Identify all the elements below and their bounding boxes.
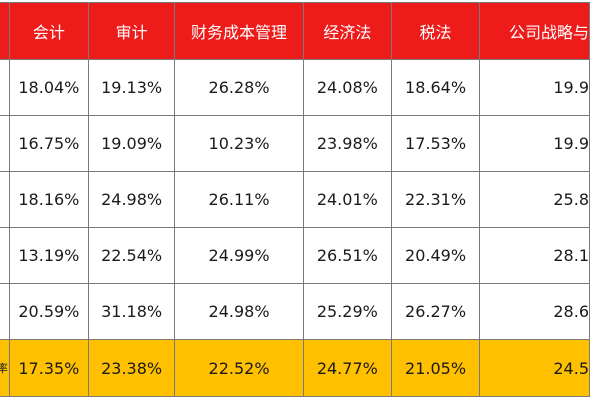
header-cell-corporate-strategy: 公司战略与 bbox=[479, 2, 590, 60]
table-header-row: 会计 审计 财务成本管理 经济法 税法 公司战略与 bbox=[0, 2, 590, 60]
table-cell: 28.1 bbox=[479, 227, 590, 284]
average-cell: 24.77% bbox=[302, 339, 392, 397]
table-row: 18.16% 24.98% 26.11% 24.01% 22.31% 25.8 bbox=[0, 171, 590, 228]
average-row-label: 率 bbox=[0, 339, 10, 397]
average-cell: 17.35% bbox=[8, 339, 89, 397]
table-row: 18.04% 19.13% 26.28% 24.08% 18.64% 19.9 bbox=[0, 59, 590, 116]
table-cell: 19.13% bbox=[87, 59, 176, 116]
table-cell: 24.01% bbox=[302, 171, 392, 228]
table-row: 20.59% 31.18% 24.98% 25.29% 26.27% 28.6 bbox=[0, 283, 590, 340]
header-cell-financial-cost-management: 财务成本管理 bbox=[174, 2, 304, 60]
table-cell: 22.31% bbox=[390, 171, 481, 228]
header-cell-0 bbox=[0, 2, 10, 60]
table-cell: 19.9 bbox=[479, 59, 590, 116]
table-row: 16.75% 19.09% 10.23% 23.98% 17.53% 19.9 bbox=[0, 115, 590, 172]
table-cell: 24.98% bbox=[87, 171, 176, 228]
table-cell: 16.75% bbox=[8, 115, 89, 172]
table-cell: 26.51% bbox=[302, 227, 392, 284]
table-cell: 25.8 bbox=[479, 171, 590, 228]
average-row: 率 17.35% 23.38% 22.52% 24.77% 21.05% 24.… bbox=[0, 339, 590, 397]
table-cell: 25.29% bbox=[302, 283, 392, 340]
pass-rate-table: 会计 审计 财务成本管理 经济法 税法 公司战略与 18.04% 19.13% … bbox=[0, 2, 590, 397]
table-cell: 23.98% bbox=[302, 115, 392, 172]
row-label-cell bbox=[0, 115, 10, 172]
row-label-cell bbox=[0, 227, 10, 284]
table-cell: 17.53% bbox=[390, 115, 481, 172]
table-cell: 18.04% bbox=[8, 59, 89, 116]
average-cell: 22.52% bbox=[174, 339, 304, 397]
header-cell-economic-law: 经济法 bbox=[302, 2, 392, 60]
table-cell: 31.18% bbox=[87, 283, 176, 340]
table-cell: 18.64% bbox=[390, 59, 481, 116]
table-cell: 26.11% bbox=[174, 171, 304, 228]
row-label-cell bbox=[0, 283, 10, 340]
table-cell: 24.08% bbox=[302, 59, 392, 116]
average-cell: 21.05% bbox=[390, 339, 481, 397]
table-cell: 18.16% bbox=[8, 171, 89, 228]
table-cell: 24.99% bbox=[174, 227, 304, 284]
row-label-cell bbox=[0, 59, 10, 116]
table-row: 13.19% 22.54% 24.99% 26.51% 20.49% 28.1 bbox=[0, 227, 590, 284]
table-cell: 28.6 bbox=[479, 283, 590, 340]
table-cell: 26.27% bbox=[390, 283, 481, 340]
table-cell: 20.59% bbox=[8, 283, 89, 340]
header-cell-audit: 审计 bbox=[87, 2, 176, 60]
table-cell: 20.49% bbox=[390, 227, 481, 284]
table-cell: 13.19% bbox=[8, 227, 89, 284]
row-label-cell bbox=[0, 171, 10, 228]
table-cell: 10.23% bbox=[174, 115, 304, 172]
table-cell: 19.09% bbox=[87, 115, 176, 172]
average-cell: 23.38% bbox=[87, 339, 176, 397]
table-cell: 26.28% bbox=[174, 59, 304, 116]
header-cell-tax-law: 税法 bbox=[390, 2, 481, 60]
table-cell: 22.54% bbox=[87, 227, 176, 284]
average-cell: 24.5 bbox=[479, 339, 590, 397]
table-cell: 24.98% bbox=[174, 283, 304, 340]
header-cell-accounting: 会计 bbox=[8, 2, 89, 60]
table-cell: 19.9 bbox=[479, 115, 590, 172]
